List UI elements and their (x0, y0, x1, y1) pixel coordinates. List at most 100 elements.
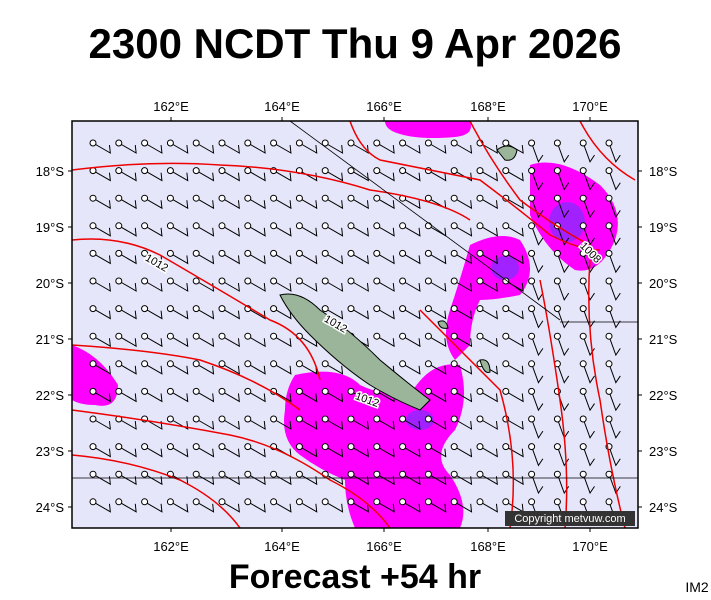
station (579, 222, 587, 230)
wind-barb (402, 446, 421, 458)
station (502, 277, 510, 285)
station (450, 415, 458, 423)
station (347, 305, 355, 313)
station (115, 139, 123, 147)
station (115, 305, 123, 313)
station (89, 387, 97, 395)
corner-label: IM2 (685, 579, 709, 595)
station (605, 194, 613, 202)
station (502, 332, 510, 340)
wind-barb (324, 170, 344, 182)
station (502, 249, 510, 257)
wind-barb (350, 170, 369, 182)
station (528, 498, 536, 506)
wind-barb (453, 363, 473, 375)
wind-barb (453, 142, 473, 154)
station (244, 167, 252, 175)
station (166, 443, 174, 451)
station (115, 167, 123, 175)
station (399, 249, 407, 257)
wind-barb (531, 225, 544, 246)
wind-barb (556, 336, 570, 357)
station (166, 222, 174, 230)
station (321, 249, 329, 257)
station (579, 443, 587, 451)
station (218, 222, 226, 230)
station (89, 415, 97, 423)
wind-barb (350, 501, 369, 513)
wind-barb (144, 280, 163, 292)
wind-barb (221, 390, 240, 403)
wind-barb (195, 363, 215, 375)
wind-barb (299, 197, 318, 210)
station (553, 277, 561, 285)
station (321, 222, 329, 230)
wind-barb (170, 418, 189, 430)
station (373, 415, 381, 423)
station (321, 443, 329, 451)
wind-barb (428, 418, 447, 430)
station (424, 249, 432, 257)
wind-barb (350, 390, 369, 403)
wind-barb (195, 308, 215, 320)
station (476, 277, 484, 285)
wind-barb (92, 225, 111, 237)
wind-barb (170, 390, 189, 403)
wind-barb (402, 363, 421, 375)
wind-barb (247, 390, 266, 403)
wind-barb (92, 335, 111, 348)
wind-barb (247, 170, 266, 182)
station (115, 194, 123, 202)
wind-barb (144, 446, 163, 458)
station (295, 194, 303, 202)
wind-barb (324, 142, 344, 154)
wind-barb (376, 335, 395, 348)
station (141, 332, 149, 340)
station (115, 360, 123, 368)
wind-barb (428, 446, 447, 458)
wind-barb (247, 252, 266, 265)
station (373, 194, 381, 202)
wind-barb (324, 473, 344, 486)
wind-barb (273, 225, 292, 237)
wind-barb (608, 253, 621, 274)
wind-barb (221, 363, 240, 375)
station (347, 498, 355, 506)
station (502, 305, 510, 313)
station (528, 167, 536, 175)
wind-barb (376, 252, 395, 265)
wind-barb (221, 473, 240, 486)
station (528, 443, 536, 451)
station (89, 305, 97, 313)
wind-barb (402, 225, 421, 237)
station (218, 360, 226, 368)
station (450, 139, 458, 147)
station (476, 498, 484, 506)
station (553, 443, 561, 451)
wind-barb (556, 446, 570, 467)
station (553, 415, 561, 423)
station (502, 167, 510, 175)
station (244, 387, 252, 395)
station (450, 305, 458, 313)
wind-barb (247, 308, 266, 320)
station (605, 277, 613, 285)
station (115, 332, 123, 340)
wind-barb (273, 501, 292, 513)
wind-barb (479, 142, 498, 154)
wind-barb (350, 418, 369, 430)
station (115, 443, 123, 451)
station (141, 360, 149, 368)
wind-barb (247, 335, 266, 348)
station (218, 332, 226, 340)
station (89, 222, 97, 230)
station (450, 470, 458, 478)
station (450, 360, 458, 368)
latitude-label: 24°S (649, 500, 678, 515)
wind-barb (376, 501, 395, 513)
wind-barb (144, 473, 163, 486)
wind-barb (324, 501, 344, 513)
latitude-label: 23°S (649, 444, 678, 459)
wind-barb (376, 308, 395, 320)
wind-barb (376, 280, 395, 292)
